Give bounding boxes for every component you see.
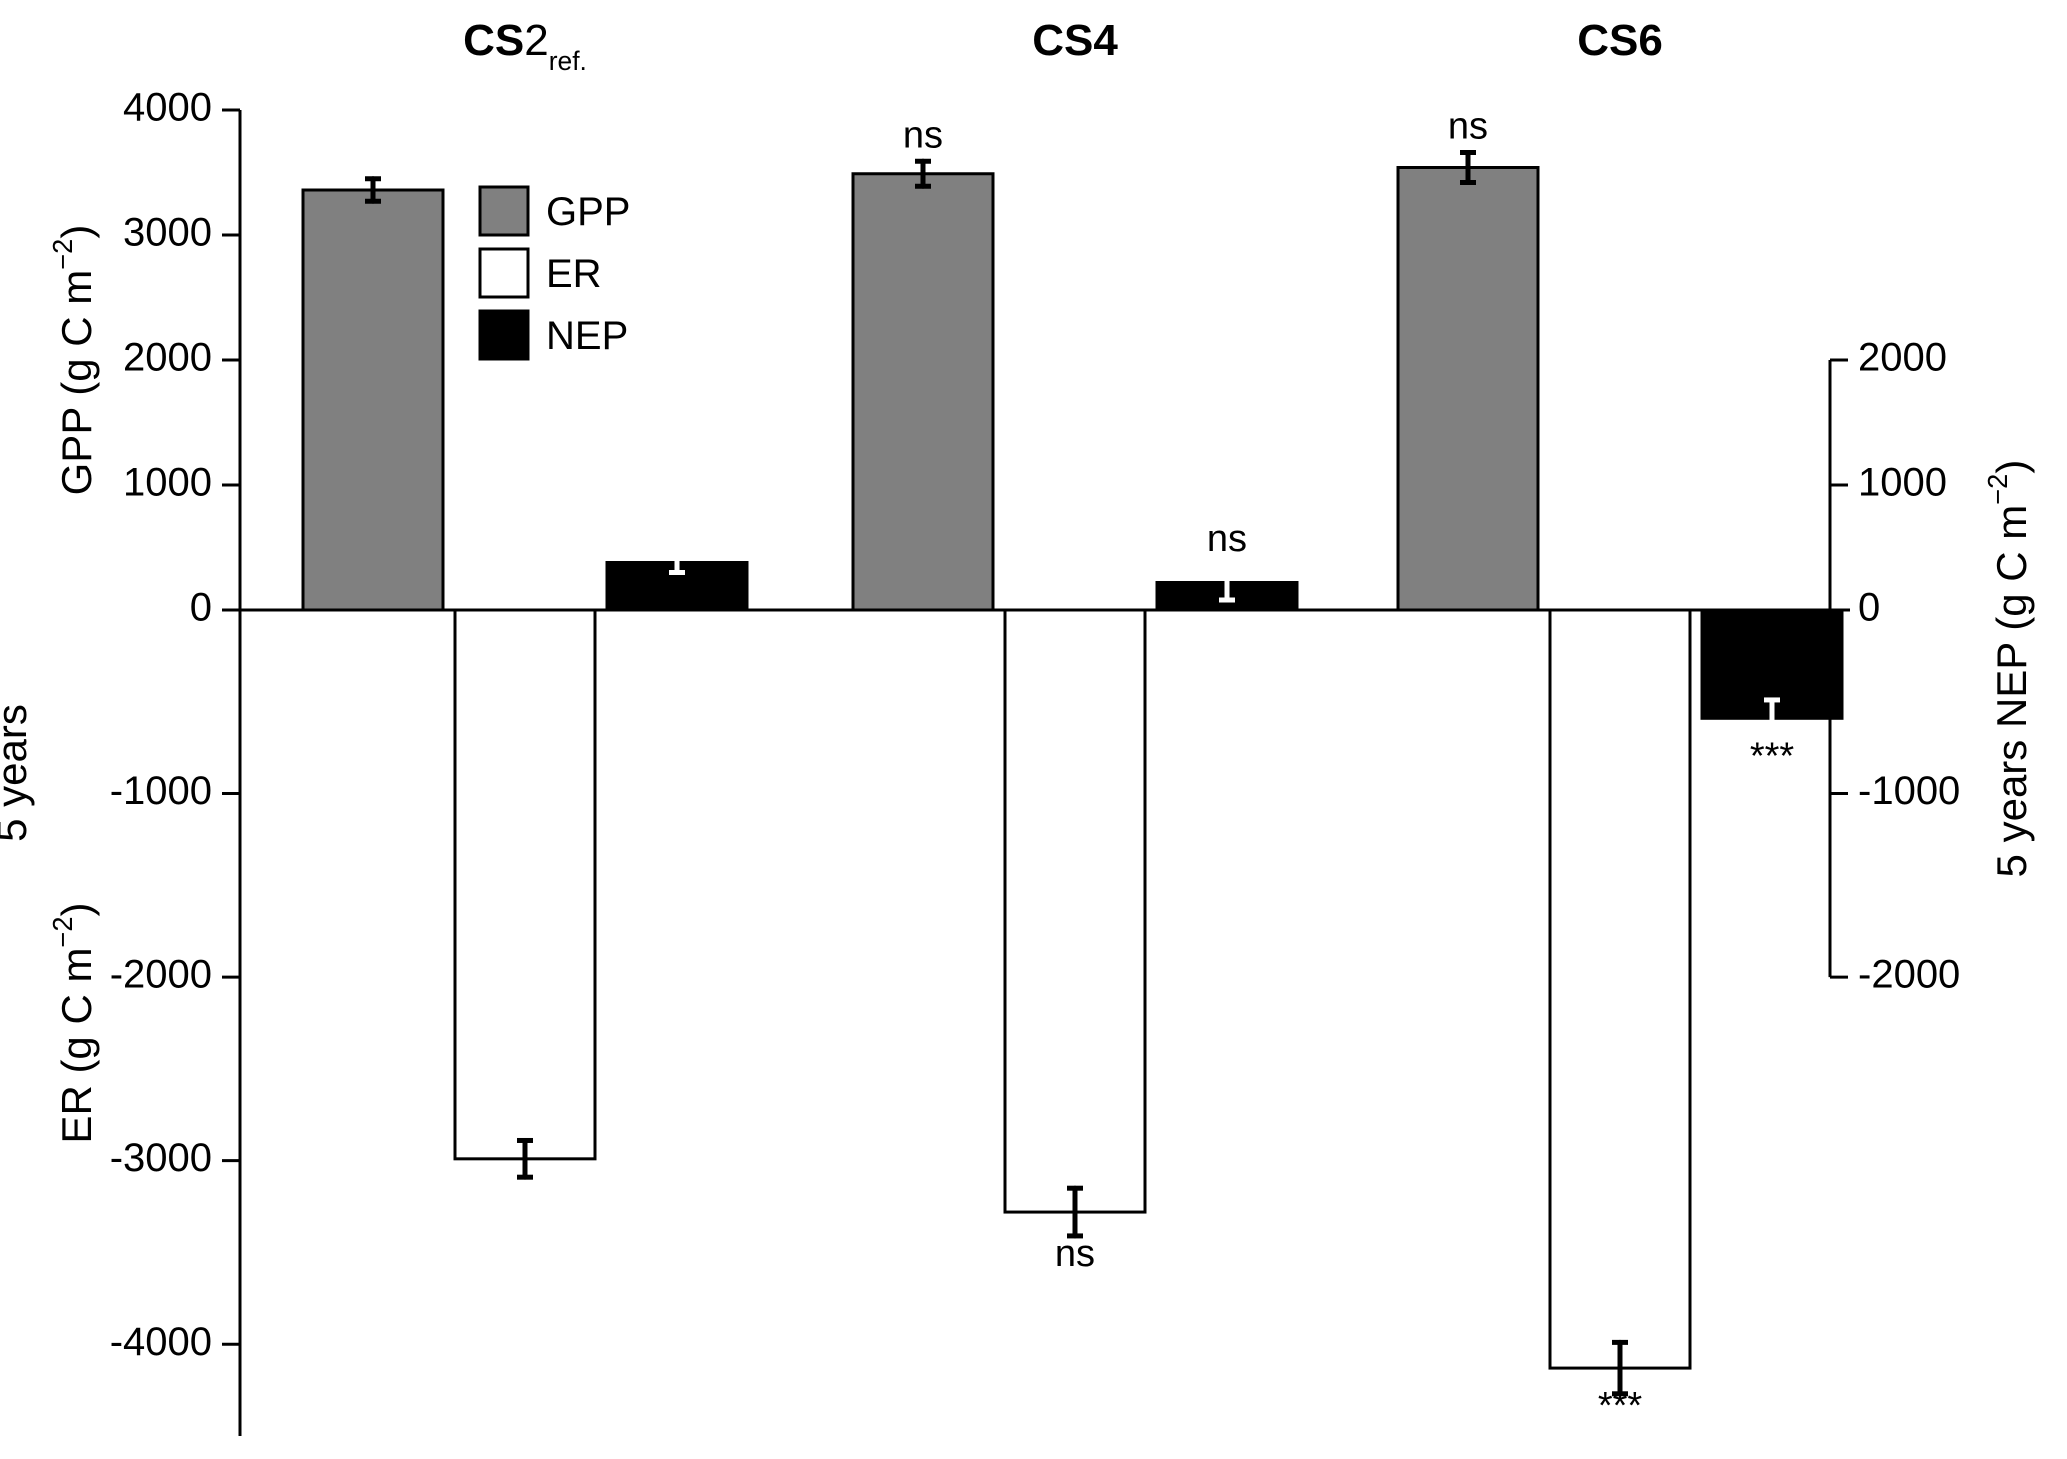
bar-cs4-er: [1005, 610, 1145, 1212]
left-tick-label: -3000: [110, 1136, 212, 1180]
right-tick-label: 1000: [1858, 461, 1947, 505]
svg-text:GPP (g C m−2): GPP (g C m−2): [47, 225, 100, 496]
left-tick-label: 2000: [123, 336, 212, 380]
legend-swatch-er: [480, 249, 528, 297]
sig-label-cs4-gpp: ns: [903, 114, 943, 156]
right-tick-label: -1000: [1858, 769, 1960, 813]
left-upper-axis-title: GPP (g C m−2): [47, 225, 100, 496]
svg-text:ER (g C m−2): ER (g C m−2): [47, 902, 100, 1143]
left-tick-label: 3000: [123, 211, 212, 255]
left-tick-label: 1000: [123, 461, 212, 505]
sig-label-cs6-er: ***: [1598, 1385, 1643, 1427]
svg-text:5 years NEP (g C m−2): 5 years NEP (g C m−2): [1982, 460, 2035, 878]
legend-label-nep: NEP: [546, 314, 628, 358]
bar-cs6-er: [1550, 610, 1690, 1368]
right-tick-label: 2000: [1858, 336, 1947, 380]
right-tick-label: -2000: [1858, 953, 1960, 997]
left-lower-axis-title: ER (g C m−2): [47, 902, 100, 1143]
left-tick-label: -2000: [110, 953, 212, 997]
sig-label-cs4-nep: ns: [1207, 518, 1247, 560]
bar-cs2-er: [455, 610, 595, 1159]
left-tick-label: -1000: [110, 769, 212, 813]
sig-label-cs6-gpp: ns: [1448, 106, 1488, 148]
legend: GPP ER NEP: [480, 187, 630, 359]
left-tick-label: -4000: [110, 1320, 212, 1364]
left-tick-label: 0: [190, 586, 212, 630]
group-label-cs4: CS4: [1032, 16, 1118, 65]
svg-text:5 years: 5 years: [0, 704, 35, 842]
legend-label-er: ER: [546, 252, 602, 296]
legend-label-gpp: GPP: [546, 190, 630, 234]
group-label-cs2: CS2ref.: [463, 16, 587, 76]
legend-swatch-nep: [480, 311, 528, 359]
bar-cs2-gpp: [303, 190, 443, 610]
left-tick-label: 4000: [123, 86, 212, 130]
bar-cs6-gpp: [1398, 168, 1538, 611]
sig-label-cs4-er: ns: [1055, 1233, 1095, 1275]
legend-swatch-gpp: [480, 187, 528, 235]
sig-label-cs6-nep: ***: [1750, 735, 1795, 777]
right-tick-label: 0: [1858, 586, 1880, 630]
bar-cs4-gpp: [853, 174, 993, 610]
left-outer-axis-title: 5 years: [0, 704, 35, 842]
carbon-flux-bar-chart: -4000 -3000 -2000 -1000 0 1000 2000 3000 4000 -20…: [0, 0, 2067, 1459]
right-axis-title: 5 years NEP (g C m−2): [1982, 460, 2035, 878]
group-label-cs6: CS6: [1577, 16, 1663, 65]
